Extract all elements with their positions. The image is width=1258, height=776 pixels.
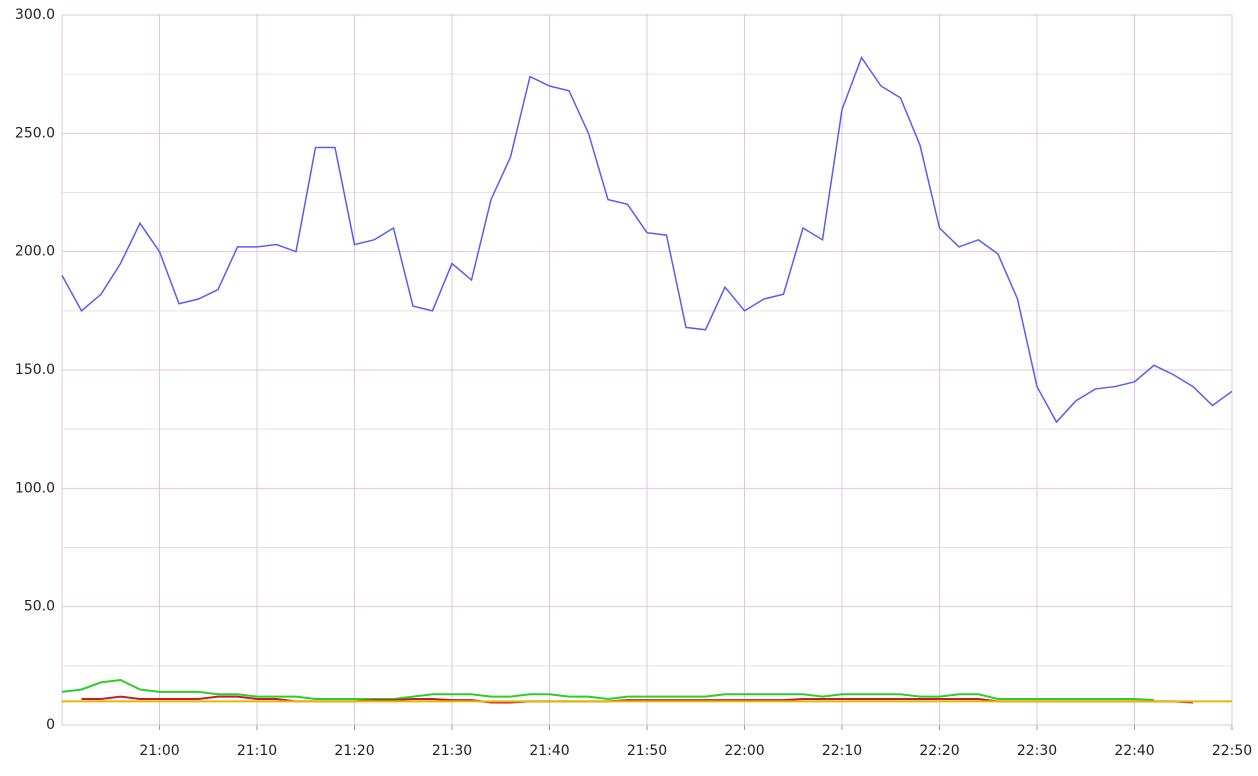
x-tick-label: 21:00 <box>139 743 179 759</box>
y-tick-label: 300.0 <box>15 7 55 23</box>
x-tick-label: 21:50 <box>627 743 667 759</box>
x-tick-label: 22:30 <box>1017 743 1057 759</box>
y-tick-label: 0 <box>46 717 55 733</box>
y-tick-label: 250.0 <box>15 125 55 141</box>
x-tick-label: 22:40 <box>1114 743 1154 759</box>
x-tick-label: 21:20 <box>334 743 374 759</box>
y-tick-label: 100.0 <box>15 480 55 496</box>
series-line <box>61 55 1233 424</box>
x-tick-label: 22:10 <box>822 743 862 759</box>
y-tick-label: 200.0 <box>15 244 55 260</box>
plot-border <box>61 14 1233 726</box>
x-tick-label: 21:40 <box>529 743 569 759</box>
x-tick-label: 21:30 <box>432 743 472 759</box>
series-line <box>61 679 1155 702</box>
y-tick-label: 50.0 <box>24 599 55 615</box>
y-tick-label: 150.0 <box>15 362 55 378</box>
x-tick-label: 22:00 <box>724 743 764 759</box>
x-tick-label: 22:50 <box>1212 743 1252 759</box>
x-tick-label: 22:20 <box>919 743 959 759</box>
x-tick-label: 21:10 <box>237 743 277 759</box>
